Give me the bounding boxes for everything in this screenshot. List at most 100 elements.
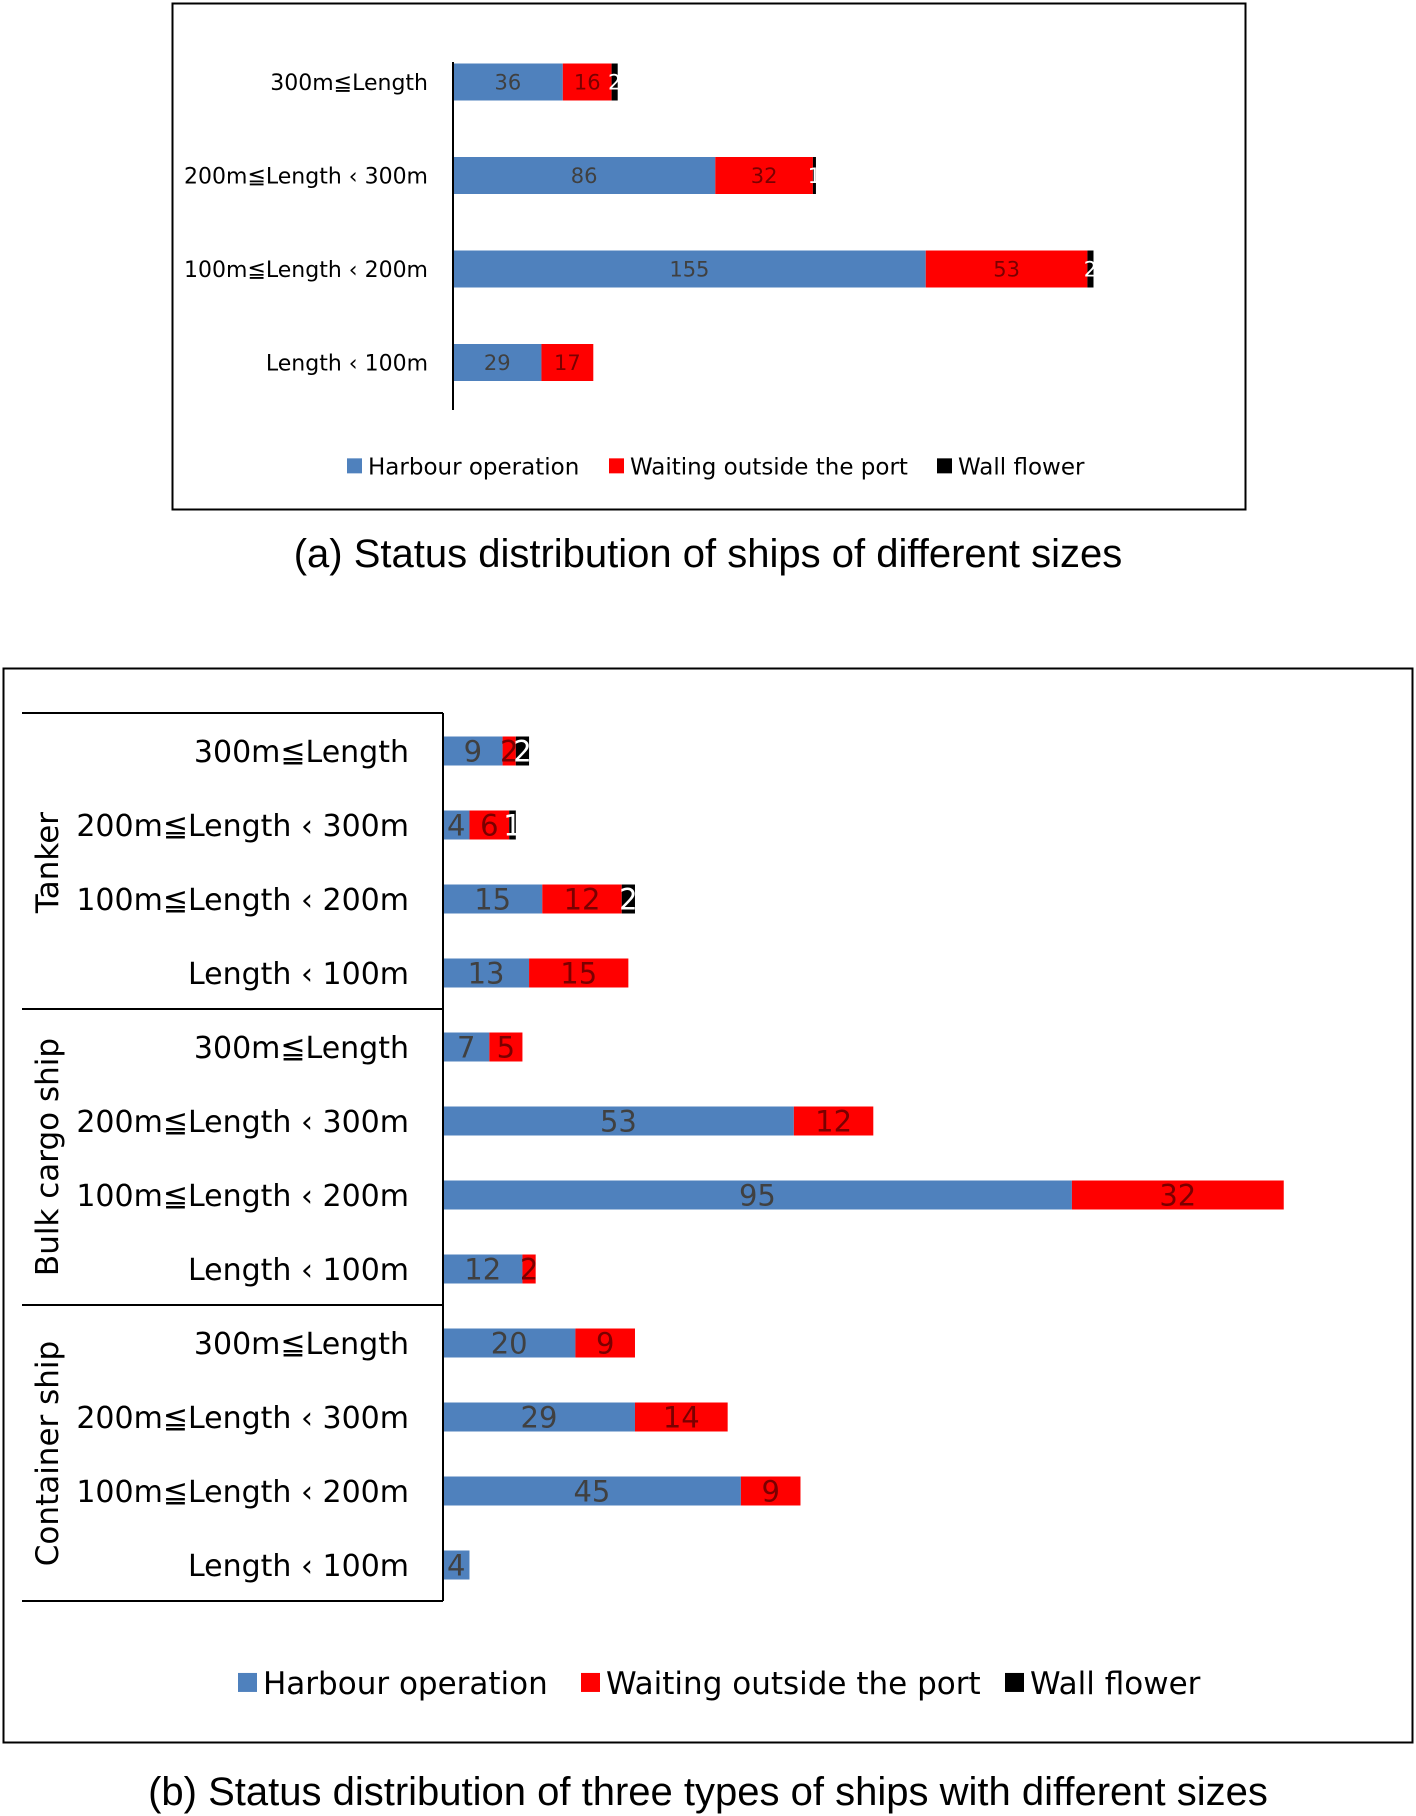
data-label-harbour: 29 bbox=[484, 351, 511, 375]
bar-harbour bbox=[443, 1106, 794, 1136]
legend-swatch-harbour bbox=[238, 1672, 257, 1692]
data-label-wall: 1 bbox=[503, 808, 521, 842]
category-label: 100m≦Length ‹ 200m bbox=[76, 883, 409, 918]
data-label-wall: 2 bbox=[619, 882, 637, 916]
bar-waiting bbox=[925, 250, 1088, 288]
category-label: 100m≦Length ‹ 200m bbox=[184, 258, 428, 283]
data-label-waiting: 53 bbox=[993, 258, 1020, 282]
data-label-waiting: 12 bbox=[815, 1104, 852, 1138]
legend-swatch-waiting bbox=[609, 458, 624, 474]
legend-label-harbour: Harbour operation bbox=[368, 455, 579, 481]
legend-label-waiting: Waiting outside the port bbox=[630, 455, 908, 481]
data-label-harbour: 95 bbox=[739, 1178, 776, 1212]
group-label: Bulk cargo ship bbox=[30, 1038, 66, 1276]
bar-waiting bbox=[489, 1032, 523, 1062]
category-label: Length ‹ 100m bbox=[266, 351, 428, 376]
data-label-harbour: 4 bbox=[447, 1548, 465, 1582]
legend-label-harbour: Harbour operation bbox=[263, 1666, 548, 1702]
category-label: 300m≦Length bbox=[270, 71, 428, 96]
bar-waiting bbox=[634, 1402, 728, 1432]
data-label-waiting: 2 bbox=[520, 1252, 538, 1286]
caption-b: (b) Status distribution of three types o… bbox=[148, 1770, 1268, 1814]
data-label-harbour: 7 bbox=[457, 1030, 475, 1064]
data-label-harbour: 13 bbox=[468, 956, 505, 990]
category-label: Length ‹ 100m bbox=[188, 1253, 409, 1288]
data-label-harbour: 12 bbox=[464, 1252, 501, 1286]
bar-waiting bbox=[542, 884, 622, 914]
bar-waiting bbox=[1071, 1180, 1284, 1210]
data-label-waiting: 16 bbox=[574, 71, 601, 95]
bar-harbour bbox=[443, 1180, 1072, 1210]
data-label-harbour: 15 bbox=[474, 882, 511, 916]
data-label-harbour: 86 bbox=[571, 164, 598, 188]
bar-waiting bbox=[715, 157, 813, 194]
bar-harbour bbox=[453, 250, 926, 288]
data-label-wall: 1 bbox=[808, 164, 821, 188]
bar-harbour bbox=[443, 1254, 523, 1284]
bar-harbour bbox=[453, 344, 542, 381]
bar-waiting bbox=[562, 63, 612, 101]
category-label: 300m≦Length bbox=[194, 735, 409, 770]
bar-wall bbox=[1087, 250, 1094, 288]
bar-wall bbox=[515, 736, 530, 766]
data-label-waiting: 12 bbox=[564, 882, 601, 916]
bar-harbour bbox=[443, 1328, 576, 1358]
bar-harbour bbox=[453, 157, 716, 194]
data-label-harbour: 29 bbox=[521, 1400, 558, 1434]
caption-a: (a) Status distribution of ships of diff… bbox=[294, 532, 1123, 576]
category-label: 200m≦Length ‹ 300m bbox=[184, 164, 428, 189]
legend-swatch-wall bbox=[1005, 1672, 1024, 1692]
data-label-harbour: 53 bbox=[600, 1104, 637, 1138]
bar-harbour bbox=[443, 958, 530, 988]
bar-wall bbox=[509, 810, 516, 840]
legend-label-wall: Wall flower bbox=[1030, 1666, 1201, 1702]
bar-waiting bbox=[522, 1254, 536, 1284]
legend-label-wall: Wall flower bbox=[958, 455, 1085, 481]
data-label-waiting: 32 bbox=[1159, 1178, 1196, 1212]
category-label: Length ‹ 100m bbox=[188, 1549, 409, 1584]
group-label: Tanker bbox=[30, 812, 66, 914]
data-label-waiting: 6 bbox=[480, 808, 498, 842]
legend-label-waiting: Waiting outside the port bbox=[606, 1666, 981, 1702]
bar-wall bbox=[611, 63, 618, 101]
bar-harbour bbox=[443, 1402, 635, 1432]
data-label-waiting: 32 bbox=[751, 164, 778, 188]
data-label-waiting: 2 bbox=[500, 734, 518, 768]
category-label: 200m≦Length ‹ 300m bbox=[76, 809, 409, 844]
legend-swatch-harbour bbox=[347, 458, 362, 474]
bar-waiting bbox=[541, 344, 594, 381]
data-label-waiting: 15 bbox=[560, 956, 597, 990]
bar-waiting bbox=[529, 958, 629, 988]
data-label-waiting: 5 bbox=[497, 1030, 515, 1064]
bar-harbour bbox=[443, 736, 503, 766]
bar-wall bbox=[621, 884, 635, 914]
legend-swatch-waiting bbox=[581, 1672, 600, 1692]
data-label-harbour: 20 bbox=[491, 1326, 528, 1360]
category-label: Length ‹ 100m bbox=[188, 957, 409, 992]
legend-swatch-wall bbox=[937, 458, 952, 474]
category-label: 300m≦Length bbox=[194, 1031, 409, 1066]
data-label-harbour: 36 bbox=[495, 71, 522, 95]
data-label-waiting: 17 bbox=[554, 351, 581, 375]
data-label-harbour: 4 bbox=[447, 808, 465, 842]
bar-harbour bbox=[443, 1032, 490, 1062]
category-label: 100m≦Length ‹ 200m bbox=[76, 1179, 409, 1214]
group-label: Container ship bbox=[30, 1341, 66, 1566]
data-label-waiting: 9 bbox=[596, 1326, 614, 1360]
bar-harbour bbox=[443, 1476, 741, 1506]
bar-harbour bbox=[443, 884, 543, 914]
bar-waiting bbox=[740, 1476, 801, 1506]
data-label-waiting: 14 bbox=[663, 1400, 700, 1434]
category-label: 200m≦Length ‹ 300m bbox=[76, 1105, 409, 1140]
bar-harbour bbox=[453, 63, 563, 101]
data-label-waiting: 9 bbox=[761, 1474, 779, 1508]
bar-waiting bbox=[793, 1106, 874, 1136]
category-label: 200m≦Length ‹ 300m bbox=[76, 1401, 409, 1436]
bar-wall bbox=[812, 157, 816, 194]
data-label-wall: 2 bbox=[1084, 258, 1097, 282]
data-label-harbour: 9 bbox=[464, 734, 482, 768]
bar-waiting bbox=[469, 810, 510, 840]
bar-waiting bbox=[575, 1328, 635, 1358]
